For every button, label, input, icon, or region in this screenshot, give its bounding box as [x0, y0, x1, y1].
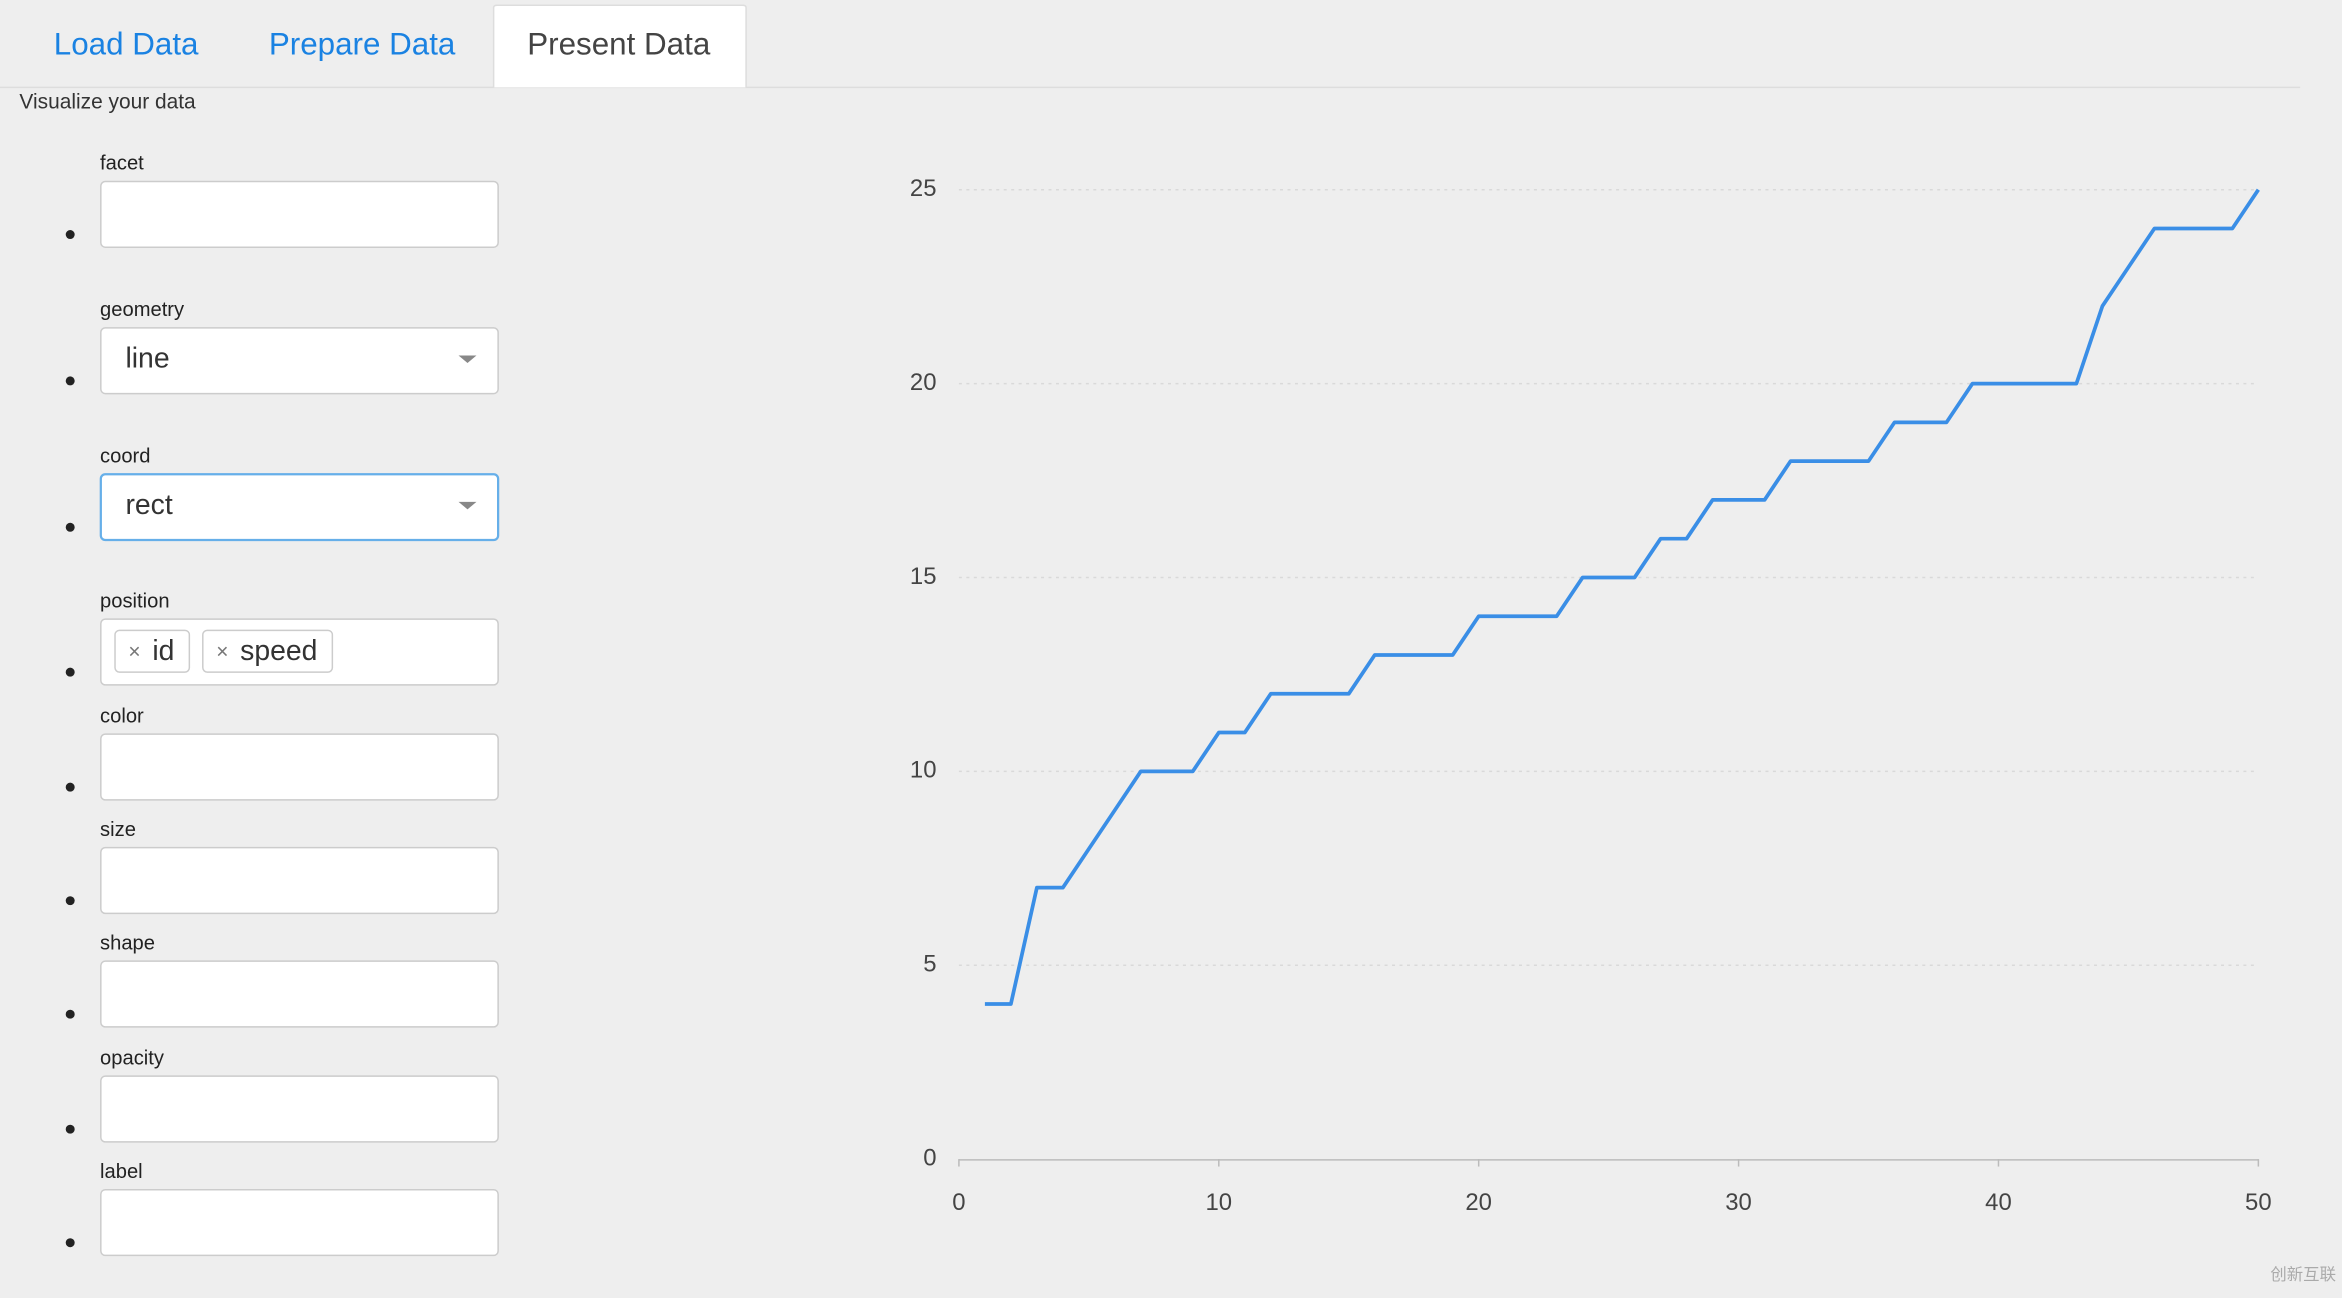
line-series — [984, 188, 2260, 1006]
y-tick-label: 15 — [910, 563, 937, 590]
input-box[interactable] — [100, 1075, 499, 1143]
tag-remove[interactable]: × — [128, 640, 140, 663]
tag-remove[interactable]: × — [216, 640, 228, 663]
x-tick-label: 0 — [952, 1189, 965, 1216]
y-tick-label: 20 — [910, 369, 937, 396]
bullet — [65, 1009, 75, 1019]
input-box[interactable] — [100, 180, 499, 248]
x-tick-label: 30 — [1725, 1189, 1752, 1216]
field-label: geometry — [100, 299, 185, 321]
y-tick-label: 0 — [923, 1144, 936, 1171]
tab[interactable]: Prepare Data — [269, 27, 456, 62]
field-label: position — [100, 590, 169, 612]
field-label: opacity — [100, 1047, 165, 1069]
field-label: color — [100, 705, 144, 727]
input-box[interactable] — [100, 733, 499, 801]
input-box[interactable] — [100, 1188, 499, 1257]
bullet — [65, 1124, 75, 1134]
tag — [202, 629, 334, 673]
input-box[interactable] — [100, 960, 499, 1028]
dropdown-arrow — [458, 501, 477, 510]
bullet — [65, 667, 75, 677]
input-box[interactable] — [100, 846, 499, 915]
bullet — [65, 376, 75, 386]
field-label: shape — [100, 932, 155, 954]
tab[interactable]: Present Data — [527, 27, 711, 62]
select-box[interactable] — [100, 327, 499, 395]
tag-label: id — [152, 635, 174, 667]
bullet — [65, 1238, 75, 1248]
y-tick-label: 10 — [910, 757, 937, 784]
select-value: rect — [125, 489, 172, 521]
bullet — [65, 782, 75, 792]
tab[interactable]: Load Data — [54, 27, 199, 62]
bullet — [65, 522, 75, 532]
heading: Visualize your data — [19, 91, 196, 114]
tag — [114, 629, 191, 673]
x-tick-label: 50 — [2245, 1189, 2272, 1216]
field-label: size — [100, 819, 136, 841]
watermark: 创新互联 — [2270, 1266, 2336, 1284]
x-tick-label: 10 — [1206, 1189, 1233, 1216]
select-box[interactable] — [99, 473, 500, 542]
field-label: facet — [100, 153, 144, 175]
y-tick-label: 5 — [923, 951, 936, 978]
field-label: label — [100, 1161, 143, 1183]
select-value: line — [125, 342, 169, 374]
active-tab — [492, 4, 747, 88]
y-tick-label: 25 — [910, 175, 937, 202]
x-tick-label: 40 — [1985, 1189, 2012, 1216]
bullet — [65, 896, 75, 906]
bullet — [65, 230, 75, 240]
x-tick-label: 20 — [1465, 1189, 1492, 1216]
dropdown-arrow — [458, 355, 477, 363]
tag-label: speed — [240, 635, 317, 667]
field-label: coord — [100, 445, 150, 467]
